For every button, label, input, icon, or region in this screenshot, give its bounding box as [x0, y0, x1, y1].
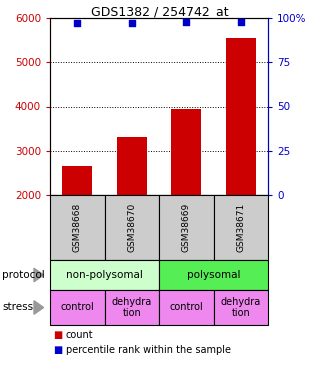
Text: stress: stress [2, 303, 33, 312]
Text: dehydra
tion: dehydra tion [112, 297, 152, 318]
Polygon shape [34, 268, 44, 282]
Text: dehydra
tion: dehydra tion [220, 297, 261, 318]
Text: GSM38670: GSM38670 [127, 203, 136, 252]
Text: ■: ■ [53, 345, 62, 355]
Point [129, 20, 134, 26]
Bar [117, 138, 147, 195]
Bar [226, 38, 256, 195]
Text: GDS1382 / 254742_at: GDS1382 / 254742_at [91, 5, 229, 18]
Point [238, 18, 243, 24]
Text: control: control [169, 303, 203, 312]
Text: control: control [60, 303, 94, 312]
Polygon shape [34, 301, 44, 314]
Text: count: count [66, 330, 94, 340]
Point [184, 18, 189, 24]
Text: GSM38671: GSM38671 [236, 203, 245, 252]
Text: non-polysomal: non-polysomal [66, 270, 143, 280]
Bar [62, 166, 92, 195]
Text: GSM38668: GSM38668 [73, 203, 82, 252]
Text: ■: ■ [53, 330, 62, 340]
Text: GSM38669: GSM38669 [182, 203, 191, 252]
Point [75, 20, 80, 26]
Text: protocol: protocol [2, 270, 45, 280]
Text: polysomal: polysomal [187, 270, 240, 280]
Text: percentile rank within the sample: percentile rank within the sample [66, 345, 231, 355]
Bar [171, 109, 201, 195]
